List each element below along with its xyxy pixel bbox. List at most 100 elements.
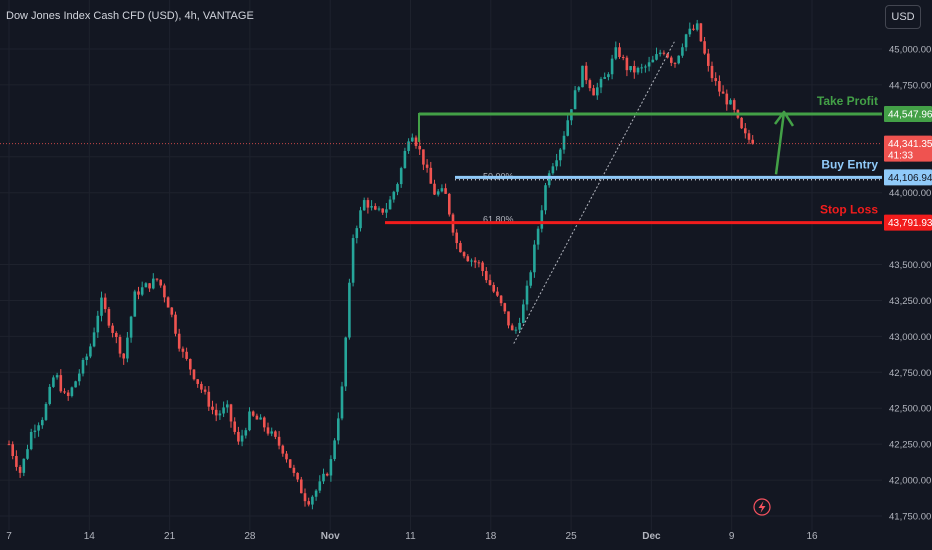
candle-down [481, 262, 484, 272]
candle-down [122, 353, 125, 359]
candle-down [59, 375, 63, 392]
candle-down [692, 28, 695, 30]
candle-up [133, 291, 137, 317]
candle-down [303, 493, 307, 502]
candle-down [503, 303, 507, 312]
candle-up [344, 337, 347, 387]
candle-up [525, 285, 529, 305]
lightning-icon-glyph [758, 501, 766, 513]
candle-up [518, 322, 521, 330]
candle-up [52, 377, 55, 387]
candle-up [240, 435, 244, 442]
candle-down [155, 278, 159, 280]
candle-up [470, 260, 473, 262]
candle-down [448, 193, 451, 215]
candle-down [455, 232, 458, 244]
candle-up [144, 283, 148, 288]
time-tick-label: 9 [729, 531, 735, 542]
candle-down [111, 325, 114, 333]
candle-down [744, 128, 747, 134]
candle-down [137, 291, 140, 295]
level-name-stop-loss: Stop Loss [820, 203, 878, 217]
candle-down [296, 472, 299, 480]
candle-down [229, 404, 233, 422]
candle-down [366, 200, 370, 208]
candle-down [255, 415, 259, 420]
candle-up [81, 359, 85, 374]
candle-down [625, 57, 629, 71]
candle-down [592, 88, 595, 96]
candle-down [499, 295, 503, 304]
candle-down [266, 427, 270, 434]
level-price-badge [884, 169, 932, 186]
candle-up [636, 67, 640, 73]
candle-down [418, 145, 421, 150]
price-axis[interactable] [884, 0, 932, 550]
candle-down [718, 81, 721, 92]
currency-button[interactable]: USD [885, 5, 921, 29]
candle-down [196, 379, 199, 384]
candle-up [270, 431, 273, 434]
price-tick-label: 45,000.00 [889, 45, 931, 56]
candle-down [507, 311, 510, 326]
candle-down [263, 417, 266, 428]
candle-up [599, 78, 603, 88]
bar-countdown-label: 41:33 [888, 151, 913, 162]
candle-up [337, 418, 340, 441]
candle-down [673, 62, 677, 64]
candle-up [126, 337, 129, 359]
chart-title: Dow Jones Index Cash CFD (USD), 4h, VANT… [6, 10, 254, 22]
candle-down [725, 93, 729, 105]
lightning-icon[interactable] [753, 498, 771, 516]
candle-up [647, 62, 651, 67]
candle-down [707, 53, 710, 66]
candle-up [78, 373, 81, 382]
candle-down [207, 391, 211, 407]
candle-down [15, 455, 18, 467]
candle-down [732, 100, 736, 110]
candle-down [666, 53, 669, 58]
candle-up [610, 58, 614, 75]
trendline[interactable] [513, 41, 675, 344]
candle-up [89, 346, 92, 357]
candle-down [115, 332, 118, 337]
candle-up [259, 417, 262, 420]
candle-down [662, 52, 666, 54]
level-name-take-profit: Take Profit [817, 94, 878, 108]
candle-down [588, 80, 592, 89]
candle-up [614, 47, 618, 59]
level-price-badge [884, 214, 932, 231]
candle-up [100, 297, 103, 316]
candle-up [573, 90, 577, 110]
candle-up [152, 278, 155, 289]
candle-up [70, 387, 74, 396]
candle-down [7, 444, 11, 446]
candle-up [359, 210, 362, 229]
candle-up [629, 66, 632, 71]
candle-down [492, 284, 495, 292]
candle-up [370, 206, 373, 208]
candle-down [203, 389, 207, 392]
candle-down [721, 91, 725, 94]
candle-down [11, 444, 14, 456]
candle-down [281, 445, 285, 454]
candle-up [681, 47, 684, 56]
candle-down [477, 262, 481, 264]
time-tick-label: 14 [84, 531, 96, 542]
candle-down [699, 23, 703, 42]
candle-up [547, 173, 551, 186]
time-tick-label: 28 [244, 531, 256, 542]
price-tick-label: 44,750.00 [889, 80, 931, 91]
candle-up [74, 381, 77, 388]
time-tick-label: 16 [806, 531, 818, 542]
candle-down [274, 431, 277, 437]
candle-up [329, 459, 333, 476]
candle-up [311, 496, 314, 505]
price-tick-label: 44,000.00 [889, 188, 931, 199]
level-price-label: 43,791.93 [888, 218, 932, 229]
candle-down [381, 208, 384, 213]
candle-down [277, 436, 281, 446]
time-tick-label: 21 [164, 531, 176, 542]
